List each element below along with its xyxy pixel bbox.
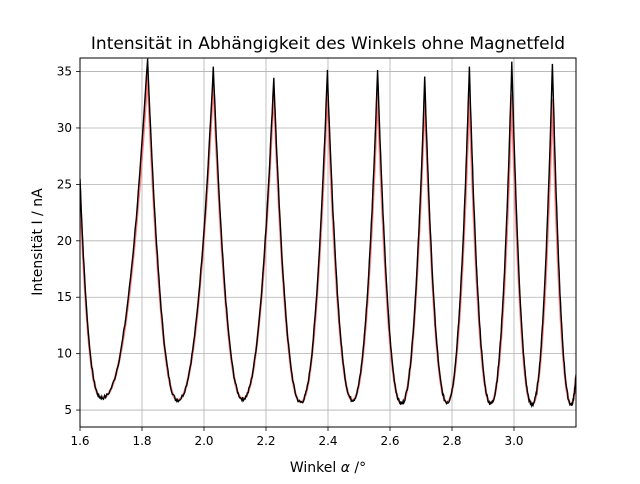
x-tick-label: 3.0 xyxy=(504,434,523,448)
x-axis-ticks: 1.6 1.8 2.0 2.2 2.4 2.6 2.8 3.0 xyxy=(70,427,524,448)
chart-title: Intensität in Abhängigkeit des Winkels o… xyxy=(91,34,565,54)
y-tick-label: 15 xyxy=(57,290,72,304)
x-axis-label-symbol: α xyxy=(341,460,351,476)
x-tick-label: 1.8 xyxy=(132,434,151,448)
x-tick-label: 2.8 xyxy=(442,434,461,448)
y-axis-label: Intensität I / nA xyxy=(30,188,46,296)
y-tick-label: 35 xyxy=(57,65,72,79)
x-axis-label-suffix: /° xyxy=(350,460,366,476)
x-axis-label: Winkel α /° xyxy=(290,460,366,476)
x-tick-label: 2.2 xyxy=(256,434,275,448)
x-tick-label: 2.6 xyxy=(380,434,399,448)
y-tick-label: 5 xyxy=(64,403,72,417)
x-axis-label-prefix: Winkel xyxy=(290,460,341,476)
y-tick-label: 10 xyxy=(57,347,72,361)
measured-series-line xyxy=(80,58,576,409)
y-tick-label: 30 xyxy=(57,121,72,135)
y-tick-label: 20 xyxy=(57,234,72,248)
y-tick-label: 25 xyxy=(57,177,72,191)
x-tick-label: 2.4 xyxy=(318,434,337,448)
x-tick-label: 1.6 xyxy=(70,434,89,448)
y-axis-ticks: 5 10 15 20 25 30 35 xyxy=(57,65,80,417)
series-layer xyxy=(80,58,576,409)
x-tick-label: 2.0 xyxy=(194,434,213,448)
